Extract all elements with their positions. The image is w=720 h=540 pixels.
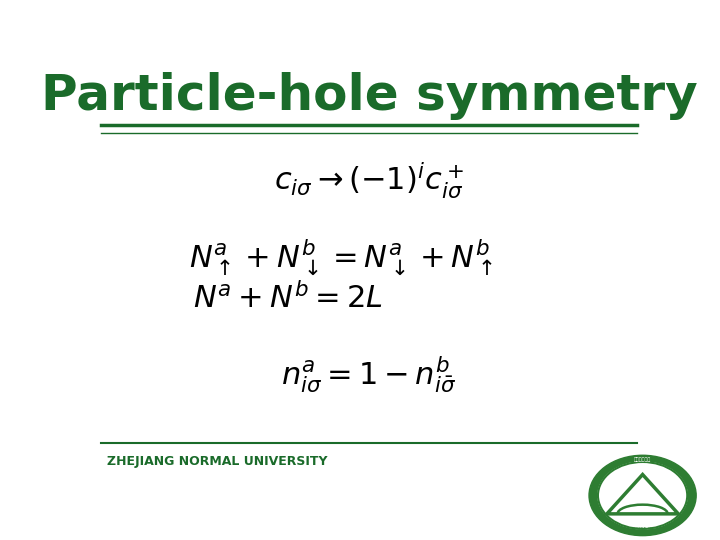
Polygon shape [607,475,678,514]
Text: 浙江师范大学: 浙江师范大学 [634,457,651,462]
Text: ZHEJIANG NORMAL UNIVERSITY: ZHEJIANG NORMAL UNIVERSITY [107,455,327,468]
Text: $c_{i\sigma} \rightarrow (-1)^i c^+_{i\sigma}$: $c_{i\sigma} \rightarrow (-1)^i c^+_{i\s… [274,161,464,201]
Text: $N^a_\uparrow + N^b_\downarrow = N^a_\downarrow + N^b_\uparrow$: $N^a_\uparrow + N^b_\downarrow = N^a_\do… [189,238,493,279]
Text: $n^a_{i\sigma} = 1 - n^b_{i\bar{\sigma}}$: $n^a_{i\sigma} = 1 - n^b_{i\bar{\sigma}}… [282,354,456,395]
Circle shape [589,455,696,536]
Circle shape [598,462,687,529]
Text: $N^a + N^b = 2L$: $N^a + N^b = 2L$ [193,282,383,314]
Text: Particle-hole symmetry: Particle-hole symmetry [40,72,698,120]
Text: ZHEJIANG NORMAL UNIVERSITY: ZHEJIANG NORMAL UNIVERSITY [619,527,666,531]
